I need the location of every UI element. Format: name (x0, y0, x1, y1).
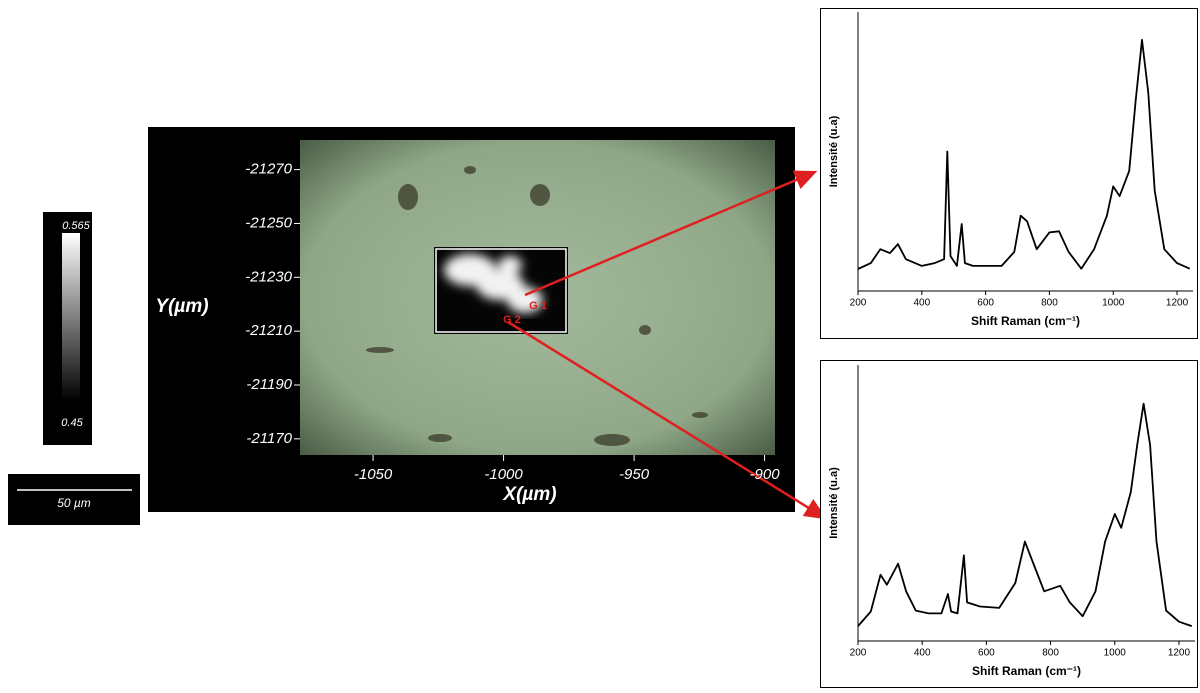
point-label: G 2 (503, 314, 521, 326)
micrograph-features (366, 166, 708, 446)
arrow (524, 170, 818, 297)
x-tick-label: -900 (750, 466, 781, 483)
x-axis-label: Shift Raman (cm⁻¹) (971, 314, 1080, 328)
x-tick-label: -1000 (484, 466, 523, 483)
x-tick-label: 1200 (1168, 648, 1191, 659)
x-tick-label: 1000 (1104, 648, 1127, 659)
x-tick-label: 1200 (1166, 298, 1189, 309)
y-tick-label: -21190 (246, 376, 292, 393)
x-tick-label: 400 (914, 648, 931, 659)
x-tick-label: 400 (913, 298, 930, 309)
x-tick-label: -1050 (354, 466, 393, 483)
x-axis-label: Shift Raman (cm⁻¹) (972, 664, 1081, 678)
colorbar-min: 0.45 (61, 417, 83, 429)
x-tick-label: 200 (850, 298, 867, 309)
x-tick-label: 600 (977, 298, 994, 309)
scale-bar-label: 50 µm (57, 496, 91, 510)
x-tick-label: -950 (619, 466, 650, 483)
raman-map-intensity (444, 254, 543, 313)
map-frame (435, 248, 567, 333)
y-tick-label: -21170 (246, 430, 292, 447)
colorbar (62, 233, 80, 401)
arrow (507, 320, 828, 520)
y-tick-label: -21210 (245, 322, 292, 339)
x-tick-label: 800 (1042, 648, 1059, 659)
y-axis-label: Intensité (u.a) (828, 467, 840, 539)
spectrum-line (857, 39, 1191, 270)
spectrum-frame (820, 360, 1198, 688)
scale-bar-panel (8, 474, 140, 525)
x-tick-label: 600 (978, 648, 995, 659)
x-axis-label: X(µm) (502, 484, 556, 505)
spectrum-frame (820, 8, 1198, 339)
colorbar-max: 0.565 (62, 220, 90, 232)
spectrum-line (857, 402, 1193, 627)
x-tick-label: 200 (850, 648, 867, 659)
y-tick-label: -21270 (245, 161, 292, 178)
y-axis-label: Y(µm) (155, 296, 208, 317)
y-axis-label: Intensité (u.a) (828, 115, 840, 187)
x-tick-label: 1000 (1102, 298, 1125, 309)
y-tick-label: -21230 (245, 268, 292, 285)
point-label: G 1 (529, 300, 547, 312)
x-tick-label: 800 (1041, 298, 1058, 309)
y-tick-label: -21250 (245, 214, 292, 231)
